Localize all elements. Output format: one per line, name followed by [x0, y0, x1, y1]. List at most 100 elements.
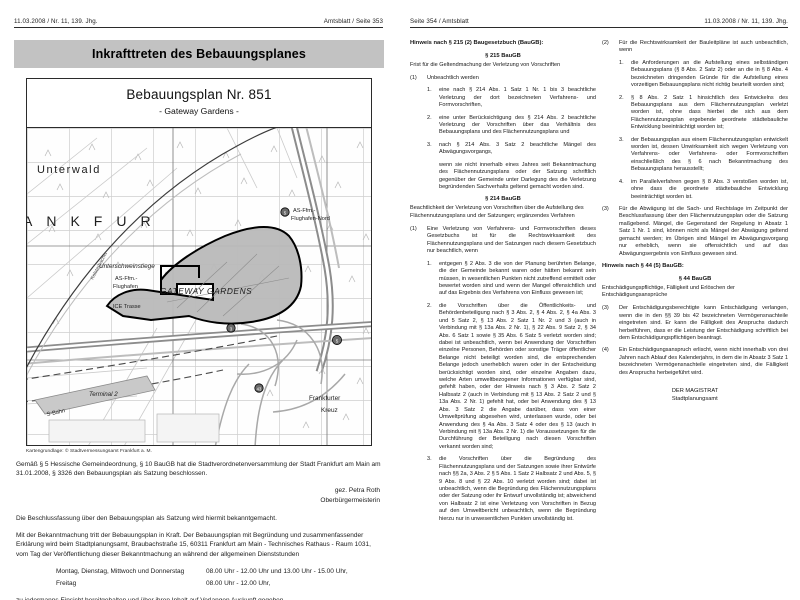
list-marker: (3) [602, 305, 609, 312]
list-marker: 4. [619, 178, 624, 185]
map-label-rail-ice: ICE Trasse [113, 304, 141, 310]
s44-title: § 44 BauGB [678, 275, 712, 282]
svg-text:5: 5 [336, 339, 339, 344]
opening-hours-times: 08.00 Uhr - 12.00 Uhr und 13.00 Uhr - 15… [206, 567, 348, 575]
map-canvas: 5 3 5 43 Unterwald ANKFUR Unter [27, 127, 371, 445]
list-marker: (4) [602, 347, 609, 354]
list-marker: 3. [427, 141, 432, 148]
header-rule-right [410, 27, 788, 28]
opening-hours-row: Montag, Dienstag, Mittwoch und Donnersta… [56, 567, 382, 577]
list-item: 2. die Vorschriften über die Öffentlichk… [427, 303, 596, 451]
list-marker: (3) [602, 206, 609, 213]
closing-signature: DER MAGISTRAT Stadtplanungsamt [602, 387, 788, 404]
s214-abs1: (1) Eine Verletzung von Verfahrens- und … [410, 226, 596, 256]
left-body-text: Gemäß § 5 Hessische Gemeindeordnung, § 1… [14, 454, 384, 600]
s214-subtitle: Beachtlichkeit der Verletzung von Vorsch… [410, 205, 584, 219]
s215-title: § 215 BauGB [485, 52, 521, 59]
map-label-terminal: Terminal 2 [89, 391, 118, 398]
map-label-interchange: Frankfurter [309, 395, 341, 402]
list-marker: (1) [410, 74, 417, 81]
list-text: Unbeachtlich werden [427, 74, 479, 81]
running-head-left-issue: 11.03.2008 / Nr. 11, 139. Jhg. [14, 18, 98, 25]
s214-abs2: (2) Für die Rechtswirksamkeit der Baulei… [602, 40, 788, 55]
list-text: eine nach § 214 Abs. 1 Satz 1 Nr. 1 bis … [439, 87, 596, 109]
list-text: der Bebauungsplan aus einem Flächennutzu… [631, 136, 788, 173]
opening-hours-row: Freitag 08.00 Uhr - 12.00 Uhr, [56, 579, 382, 589]
list-marker: 2. [619, 94, 624, 101]
list-text: Der Entschädigungsberechtigte kann Entsc… [619, 305, 788, 342]
map-label-junction-west-2: Flughafen [113, 284, 138, 290]
list-item: 3. nach § 214 Abs. 3 Satz 2 beachtliche … [427, 142, 596, 157]
list-item: 1. die Anforderungen an die Aufstellung … [619, 60, 788, 90]
s214-abs3: (3) Für die Abwägung ist die Sach- und R… [602, 206, 788, 258]
list-marker: 2. [427, 302, 432, 309]
svg-text:43: 43 [257, 386, 262, 391]
list-text: Eine Verletzung von Verfahrens- und Form… [427, 226, 596, 255]
map-figure: Bebauungsplan Nr. 851 - Gateway Gardens … [26, 78, 372, 446]
list-text: die Vorschriften über die Öffentlichkeit… [439, 302, 596, 450]
list-marker: 1. [427, 260, 432, 267]
running-head-right-folio: Seite 354 / Amtsblatt [410, 18, 469, 25]
svg-text:3: 3 [230, 326, 233, 331]
inspection-paragraph: zu jedermanns Einsicht bereitgehalten un… [16, 596, 382, 600]
list-text: im Parallelverfahren gegen § 8 Abs. 3 ve… [631, 178, 788, 200]
list-item: 4. im Parallelverfahren gegen § 8 Abs. 3… [619, 179, 788, 201]
closing-department: Stadtplanungsamt [671, 396, 718, 403]
signature-name: gez. Petra Roth [334, 487, 380, 495]
s214-title: § 214 BauGB [485, 196, 521, 203]
map-label-city: ANKFUR [27, 213, 165, 229]
list-item: 3. die Vorschriften über die Begründung … [427, 456, 596, 523]
section-banner: Inkrafttreten des Bebauungsplanes [14, 40, 384, 68]
page-title: Inkrafttreten des Bebauungsplanes [91, 47, 307, 61]
list-item: 1. eine nach § 214 Abs. 1 Satz 1 Nr. 1 b… [427, 87, 596, 109]
list-marker: (2) [602, 40, 609, 46]
list-text: eine unter Berücksichtigung des § 214 Ab… [439, 114, 596, 136]
list-text: Für die Abwägung ist die Sach- und Recht… [619, 206, 788, 257]
list-marker: 3. [427, 456, 432, 463]
running-head-right-issue: 11.03.2008 / Nr. 11, 139. Jhg. [704, 18, 788, 25]
legal-column-middle: Hinweis nach § 215 (2) Baugesetzbuch (Ba… [410, 40, 596, 528]
opening-hours-days: Montag, Dienstag, Mittwoch und Donnersta… [56, 567, 185, 575]
list-marker: 1. [427, 87, 432, 94]
map-graphic: 5 3 5 43 Unterwald ANKFUR Unter [27, 128, 371, 445]
signature-title: Oberbürgermeisterin [320, 496, 380, 504]
list-text: Ein Entschädigungsanspruch erlischt, wen… [619, 347, 788, 376]
opening-hours-days: Freitag [56, 579, 77, 587]
s215-abs1: (1) Unbeachtlich werden [410, 75, 596, 82]
map-subtitle: - Gateway Gardens - [159, 106, 239, 116]
notice-44-heading: Hinweis nach § 44 (5) BauGB: [602, 262, 684, 269]
announcement-paragraph: Die Beschlussfassung über den Bebauungsp… [16, 514, 277, 522]
map-label-interchange-2: Kreuz [321, 407, 338, 414]
list-marker: 3. [619, 136, 624, 143]
svg-text:5: 5 [284, 210, 287, 215]
map-label-district: Unterwald [37, 164, 101, 176]
resolution-paragraph: Gemäß § 5 Hessische Gemeindeordnung, § 1… [16, 461, 381, 478]
map-label-area: GATEWAY GARDENS [160, 286, 252, 296]
legal-column-right: (2) Für die Rechtswirksamkeit der Baulei… [602, 40, 788, 404]
list-item: (3) Der Entschädigungsberechtigte kann E… [602, 305, 788, 342]
list-item: 2. § 8 Abs. 2 Satz 1 hinsichtlich des En… [619, 95, 788, 132]
list-item: (4) Ein Entschädigungsanspruch erlischt,… [602, 347, 788, 377]
list-marker: (1) [410, 226, 417, 233]
notice-215-heading: Hinweis nach § 215 (2) Baugesetzbuch (Ba… [410, 40, 544, 46]
running-head-left-folio: Amtsblatt / Seite 353 [323, 18, 383, 25]
map-label-junction-west: AS-Ffm.- [115, 276, 138, 282]
map-caption: Bebauungsplan Nr. 851 - Gateway Gardens … [27, 79, 371, 118]
s215-subtitle: Frist für die Geltendmachung der Verletz… [410, 61, 561, 68]
list-text: Für die Rechtswirksamkeit der Bauleitplä… [619, 40, 788, 54]
s215-tail: wenn sie nicht innerhalb eines Jahres se… [439, 161, 596, 191]
list-text: nach § 214 Abs. 3 Satz 2 beachtliche Män… [439, 141, 596, 156]
list-text: die Vorschriften über die Begründung des… [439, 456, 596, 522]
map-label-junction-north-2: Flughafen-Nord [291, 216, 330, 222]
map-credit: Kartengrundlage: © Stadtvermessungsamt F… [26, 449, 152, 454]
list-marker: 2. [427, 114, 432, 121]
map-title: Bebauungsplan Nr. 851 [126, 87, 272, 102]
availability-paragraph: Mit der Bekanntmachung tritt der Bebauun… [16, 532, 371, 558]
list-item: 3. der Bebauungsplan aus einem Flächennu… [619, 137, 788, 174]
list-marker: 1. [619, 59, 624, 66]
list-item: 2. eine unter Berücksichtigung des § 214… [427, 115, 596, 137]
list-text: entgegen § 2 Abs. 3 die von der Planung … [439, 260, 596, 297]
opening-hours-times: 08.00 Uhr - 12.00 Uhr, [206, 579, 271, 587]
map-label-rail-sbahn: S-Bahn [46, 408, 66, 418]
